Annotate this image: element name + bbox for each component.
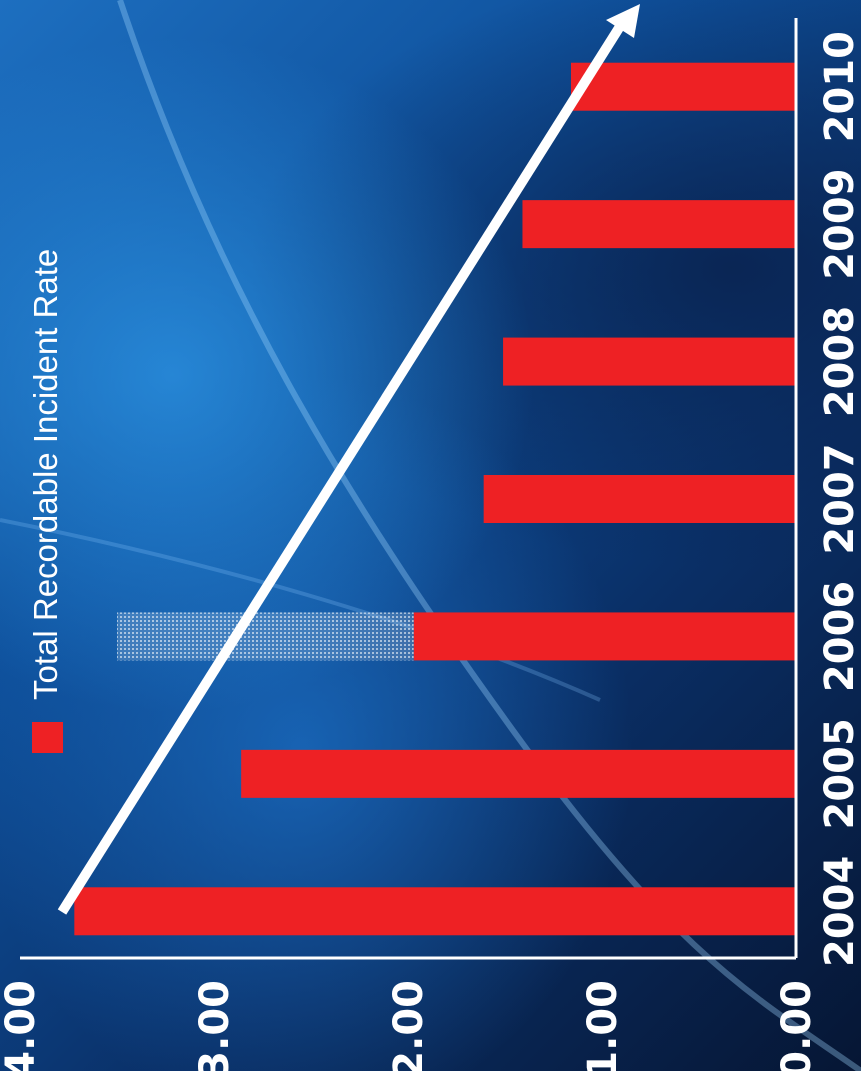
- value-tick-label: 4.00: [0, 980, 44, 1071]
- category-tick-labels: 2004 2005 2006 2007 2008 2009 2010: [817, 31, 861, 967]
- bar-2009: [522, 200, 796, 249]
- bar-2008: [503, 337, 796, 386]
- category-tick-label: 2007: [817, 443, 861, 554]
- value-tick-labels: 0.00 1.00 2.00 3.00 4.00: [0, 980, 820, 1071]
- bar-2007: [483, 475, 796, 523]
- category-tick-label: 2009: [817, 168, 861, 279]
- background-swoosh: [117, 0, 861, 1071]
- legend-label: Total Recordable Incident Rate: [27, 249, 64, 700]
- value-tick-label: 0.00: [774, 980, 820, 1071]
- category-tick-label: 2010: [817, 31, 861, 142]
- trend-arrow: [57, 4, 640, 915]
- highlight-region: [117, 612, 414, 661]
- highlight-band: [117, 612, 414, 661]
- trend-arrow-shaft: [57, 17, 629, 915]
- value-tick-label: 3.00: [192, 980, 238, 1071]
- bar-2010: [570, 62, 796, 111]
- background-swoosh: [0, 518, 601, 702]
- bar-2004: [74, 887, 796, 936]
- category-tick-label: 2006: [817, 581, 861, 692]
- bar-2005: [241, 749, 796, 798]
- trend-arrow-head: [606, 4, 640, 38]
- category-tick-label: 2004: [817, 856, 861, 967]
- category-tick-label: 2008: [817, 306, 861, 417]
- legend: Total Recordable Incident Rate: [27, 249, 64, 753]
- value-tick-label: 2.00: [386, 980, 432, 1071]
- legend-swatch: [32, 722, 63, 753]
- bar-2006: [413, 612, 796, 661]
- bars: [74, 62, 796, 936]
- category-tick-label: 2005: [817, 718, 861, 829]
- value-tick-label: 1.00: [580, 980, 626, 1071]
